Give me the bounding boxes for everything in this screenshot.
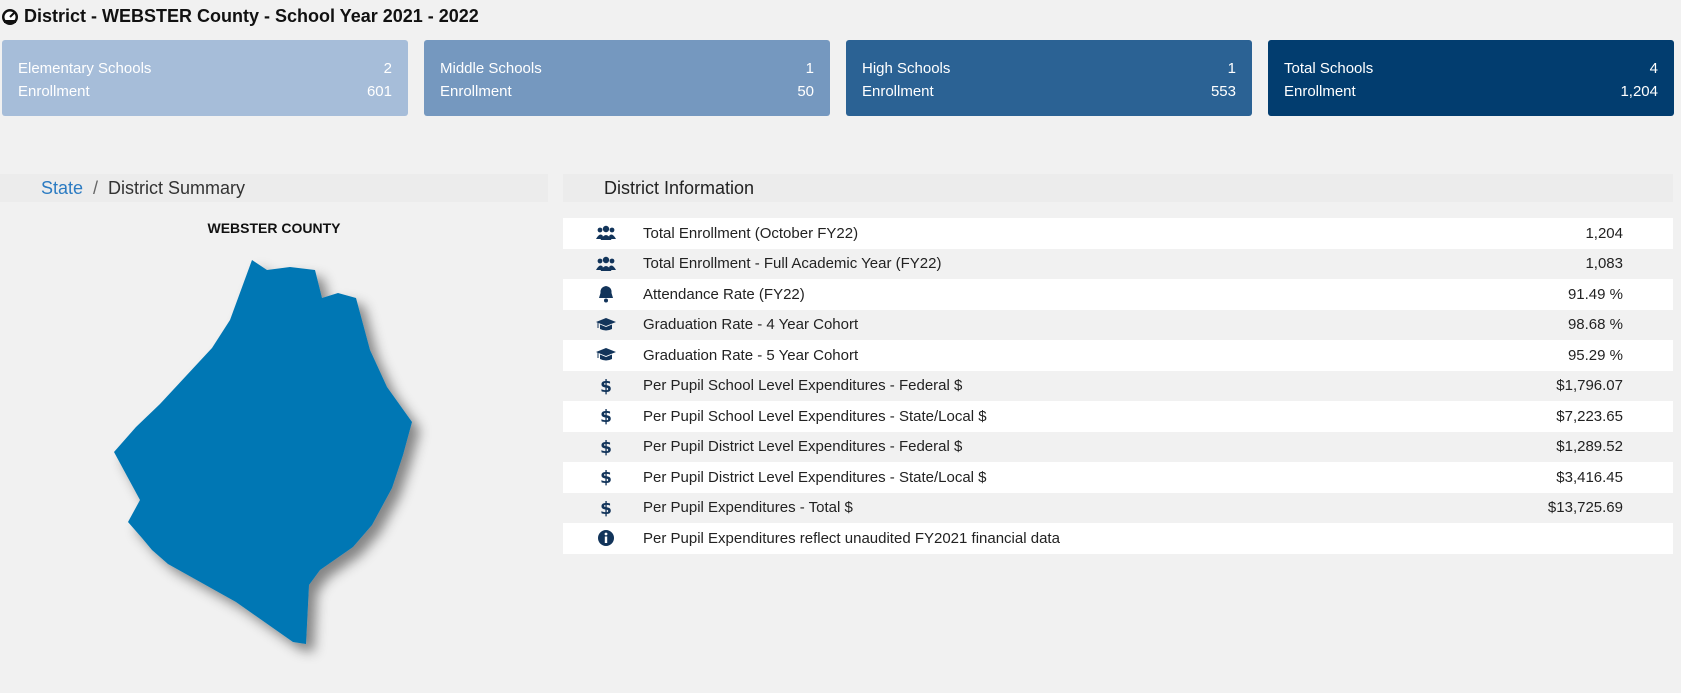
row-label: Total Enrollment (October FY22): [643, 224, 859, 242]
dollar-icon: $: [600, 377, 612, 395]
card-high-schools[interactable]: High Schools 1 Enrollment 553: [846, 40, 1252, 116]
table-row: $ Per Pupil School Level Expenditures - …: [563, 401, 1673, 432]
row-value: 1,083: [1585, 255, 1623, 273]
row-value: $13,725.69: [1547, 499, 1623, 517]
card-elementary-schools[interactable]: Elementary Schools 2 Enrollment 601: [2, 40, 408, 116]
page-title: District - WEBSTER County - School Year …: [0, 4, 479, 28]
card-enrollment: 50: [797, 83, 814, 100]
row-label: Per Pupil District Level Expenditures - …: [643, 468, 987, 486]
row-label: Per Pupil District Level Expenditures - …: [643, 438, 963, 456]
dollar-icon: $: [600, 468, 612, 486]
card-count: 2: [383, 60, 392, 77]
page-title-text: District - WEBSTER County - School Year …: [24, 5, 479, 26]
row-value: $7,223.65: [1556, 407, 1623, 425]
bell-icon: [599, 286, 613, 303]
row-value: 1,204: [1585, 224, 1623, 242]
card-enrollment: 553: [1210, 83, 1236, 100]
svg-text:$: $: [600, 438, 612, 456]
dollar-icon: $: [600, 499, 612, 517]
card-enrollment-label: Enrollment: [18, 83, 90, 100]
district-information-title: District Information: [563, 174, 1673, 202]
card-enrollment-label: Enrollment: [440, 83, 512, 100]
dollar-icon: $: [600, 407, 612, 425]
info-circle-icon: [598, 530, 614, 547]
card-count: 1: [1227, 60, 1236, 77]
table-row: Graduation Rate - 4 Year Cohort 98.68 %: [563, 309, 1673, 340]
dashboard-icon: [2, 9, 18, 25]
table-row: $ Per Pupil District Level Expenditures …: [563, 431, 1673, 462]
row-label: Per Pupil School Level Expenditures - St…: [643, 407, 987, 425]
row-value: 95.29 %: [1567, 346, 1623, 364]
table-row: Attendance Rate (FY22) 91.49 %: [563, 279, 1673, 310]
card-name: Total Schools: [1284, 60, 1374, 77]
row-value: $3,416.45: [1556, 468, 1623, 486]
card-count: 4: [1649, 60, 1658, 77]
row-value: 98.68 %: [1567, 316, 1623, 334]
row-label: Graduation Rate - 4 Year Cohort: [643, 316, 859, 334]
dollar-icon: $: [600, 438, 612, 456]
svg-text:$: $: [600, 407, 612, 425]
card-enrollment-label: Enrollment: [1284, 83, 1356, 100]
table-row: Total Enrollment (October FY22) 1,204: [563, 218, 1673, 249]
card-enrollment: 1,204: [1620, 83, 1658, 100]
row-label: Attendance Rate (FY22): [643, 285, 805, 303]
table-row: Graduation Rate - 5 Year Cohort 95.29 %: [563, 340, 1673, 371]
users-icon: [596, 226, 616, 241]
users-icon: [596, 256, 616, 271]
district-information-table: Total Enrollment (October FY22) 1,204 To…: [563, 218, 1673, 554]
county-shape[interactable]: [114, 260, 412, 644]
breadcrumb-state-link[interactable]: State: [41, 177, 84, 198]
card-middle-schools[interactable]: Middle Schools 1 Enrollment 50: [424, 40, 830, 116]
table-row: $ Per Pupil School Level Expenditures - …: [563, 370, 1673, 401]
card-count: 1: [805, 60, 814, 77]
row-label: Per Pupil Expenditures - Total $: [643, 499, 853, 517]
county-map[interactable]: [100, 252, 440, 672]
county-label: WEBSTER COUNTY: [207, 220, 341, 236]
row-value: $1,796.07: [1556, 377, 1623, 395]
row-value: 91.49 %: [1567, 285, 1623, 303]
svg-text:$: $: [600, 377, 612, 395]
svg-text:$: $: [600, 499, 612, 517]
table-row: Total Enrollment - Full Academic Year (F…: [563, 248, 1673, 279]
graduation-cap-icon: [596, 348, 616, 361]
breadcrumb-current: District Summary: [108, 177, 246, 198]
card-name: High Schools: [862, 60, 951, 77]
table-row: $ Per Pupil District Level Expenditures …: [563, 462, 1673, 493]
table-row: $ Per Pupil Expenditures - Total $ $13,7…: [563, 492, 1673, 523]
card-name: Elementary Schools: [18, 60, 152, 77]
row-label: Per Pupil Expenditures reflect unaudited…: [643, 529, 1060, 547]
row-label: Graduation Rate - 5 Year Cohort: [643, 346, 859, 364]
table-row: Per Pupil Expenditures reflect unaudited…: [563, 523, 1673, 554]
row-label: Per Pupil School Level Expenditures - Fe…: [643, 377, 963, 395]
district-map-panel: State / District Summary WEBSTER COUNTY: [0, 174, 548, 644]
breadcrumb: State / District Summary: [0, 174, 548, 202]
card-total-schools[interactable]: Total Schools 4 Enrollment 1,204: [1268, 40, 1674, 116]
breadcrumb-separator: /: [93, 177, 99, 198]
school-summary-cards: Elementary Schools 2 Enrollment 601 Middle…: [2, 40, 1674, 116]
svg-text:$: $: [600, 468, 612, 486]
row-value: $1,289.52: [1556, 438, 1623, 456]
graduation-cap-icon: [596, 317, 616, 331]
district-information-panel: District Information Total Enrollment (O…: [563, 174, 1673, 554]
row-label: Total Enrollment - Full Academic Year (F…: [643, 255, 942, 273]
card-enrollment-label: Enrollment: [862, 83, 934, 100]
card-name: Middle Schools: [440, 60, 542, 77]
card-enrollment: 601: [366, 83, 392, 100]
